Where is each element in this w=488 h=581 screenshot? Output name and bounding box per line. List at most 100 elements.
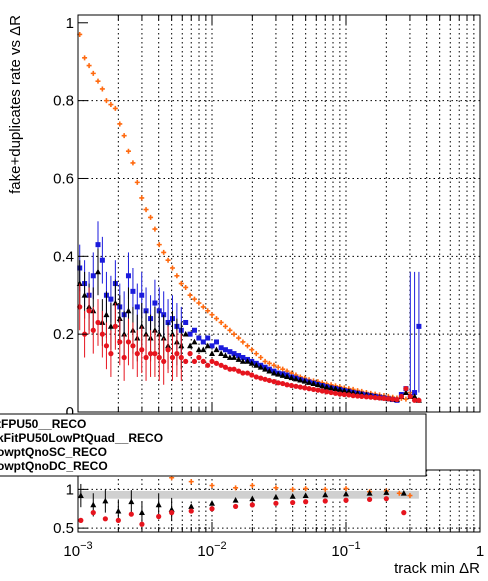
data-point <box>345 388 352 394</box>
data-point <box>288 382 295 389</box>
data-point <box>103 343 110 349</box>
main-panel: 0 0.2 0.4 0.6 0.8 1 fake+duplicates rate vs Δ… <box>7 14 481 421</box>
data-point <box>328 389 334 396</box>
data-point <box>200 304 206 310</box>
data-point <box>227 327 233 333</box>
y-tick-label: 0 <box>66 404 74 421</box>
main-y-ticks: 0 0.2 0.4 0.6 0.8 1 <box>53 15 475 421</box>
data-point <box>372 394 378 401</box>
data-point <box>322 498 328 504</box>
data-point <box>222 323 228 329</box>
data-point <box>151 327 158 333</box>
data-point <box>174 273 180 279</box>
data-point <box>266 367 273 374</box>
x-tick-label: 10−2 <box>197 540 226 560</box>
data-point <box>102 497 109 504</box>
data-point <box>383 489 390 495</box>
data-point <box>200 358 206 365</box>
data-point <box>191 358 198 365</box>
data-point <box>218 362 224 368</box>
data-point <box>152 300 158 306</box>
y-tick-label: 0.4 <box>53 248 74 265</box>
data-point <box>169 330 176 337</box>
data-point <box>275 371 282 377</box>
data-point <box>280 380 286 387</box>
data-point <box>383 496 389 502</box>
data-point <box>244 343 250 349</box>
data-point <box>155 501 162 508</box>
data-point <box>90 70 96 76</box>
data-point <box>273 500 279 506</box>
data-point <box>303 486 309 492</box>
data-point <box>290 486 296 492</box>
data-point <box>244 370 251 376</box>
data-point <box>266 360 272 366</box>
data-point <box>240 355 246 361</box>
legend-entry-2: kFitPU50LowPtQuad__RECO <box>0 431 163 445</box>
data-point <box>112 105 118 111</box>
data-point <box>196 354 202 361</box>
data-point <box>253 374 259 380</box>
data-point <box>138 323 145 329</box>
data-point <box>322 486 328 492</box>
data-point <box>200 346 207 353</box>
data-point <box>346 392 352 398</box>
data-point <box>103 311 110 318</box>
data-point <box>354 393 361 399</box>
data-point <box>275 380 281 386</box>
data-point <box>231 351 237 357</box>
data-point <box>289 493 296 499</box>
data-point <box>108 351 114 357</box>
data-point <box>376 395 383 401</box>
x-axis-title: track min ΔR <box>394 560 480 577</box>
data-point <box>233 485 239 491</box>
data-point <box>249 502 255 508</box>
data-point <box>134 304 140 310</box>
data-point <box>209 483 215 488</box>
data-point <box>310 386 317 393</box>
data-point <box>407 493 413 499</box>
data-point <box>323 383 330 390</box>
data-point <box>117 121 123 127</box>
data-point <box>403 396 409 402</box>
data-point <box>368 394 374 400</box>
data-point <box>236 353 242 359</box>
data-point <box>86 308 92 314</box>
data-point <box>161 249 167 255</box>
data-point <box>147 351 154 357</box>
data-point <box>231 366 237 372</box>
data-point <box>95 78 101 84</box>
data-point <box>143 330 150 337</box>
legend-entry-3: owptQnoSC_RECO <box>0 445 107 459</box>
data-point <box>165 347 171 353</box>
data-point <box>130 288 136 294</box>
data-point <box>152 351 158 357</box>
data-point <box>227 366 233 372</box>
data-point <box>249 372 255 378</box>
data-point <box>235 356 242 362</box>
data-point <box>169 354 176 361</box>
data-point <box>90 501 97 508</box>
data-point <box>363 394 370 400</box>
data-point <box>152 226 158 232</box>
data-point <box>90 510 96 516</box>
data-point <box>231 354 238 360</box>
data-point <box>209 343 215 349</box>
data-point <box>183 358 189 365</box>
legend-box <box>0 413 427 477</box>
data-point <box>249 347 255 353</box>
data-point <box>115 507 122 514</box>
data-point <box>139 195 145 201</box>
data-point <box>253 362 260 368</box>
data-point <box>187 351 193 357</box>
data-point <box>366 490 373 496</box>
legend-entry-1: tFPU50__RECO <box>0 417 86 431</box>
data-point <box>398 393 404 400</box>
data-point <box>272 493 279 500</box>
data-point <box>218 319 224 325</box>
data-point <box>108 102 114 108</box>
data-point <box>213 339 219 345</box>
data-point <box>332 385 339 392</box>
data-point <box>297 376 304 383</box>
data-point <box>257 364 264 370</box>
